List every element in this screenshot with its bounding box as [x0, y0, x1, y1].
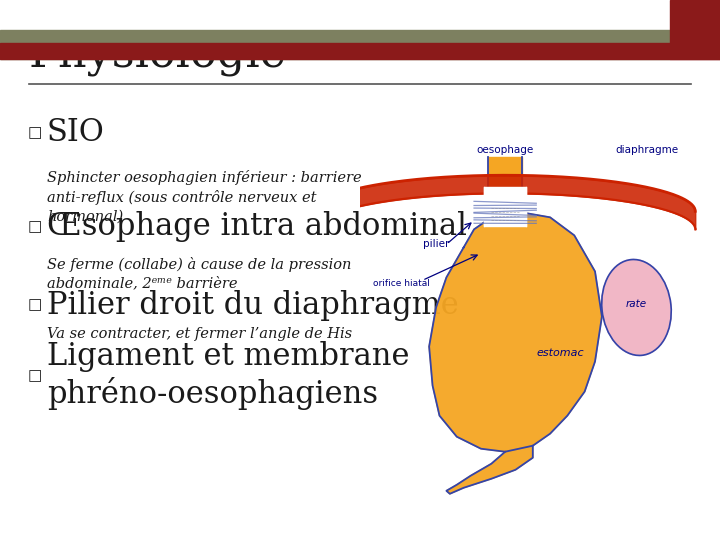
Polygon shape	[446, 446, 533, 494]
Text: oesophage: oesophage	[477, 145, 534, 154]
Text: Physiologie: Physiologie	[29, 32, 287, 76]
Text: estomac: estomac	[536, 348, 584, 357]
Text: □: □	[27, 298, 42, 313]
Text: rate: rate	[626, 300, 647, 309]
Text: □: □	[27, 125, 42, 140]
Text: □: □	[27, 219, 42, 234]
Ellipse shape	[602, 260, 671, 355]
Text: Sphincter oesophagien inférieur : barriere
anti-reflux (sous contrôle nerveux et: Sphincter oesophagien inférieur : barrie…	[47, 170, 361, 224]
Text: orifice hiatal: orifice hiatal	[373, 279, 430, 288]
Text: pilier: pilier	[423, 239, 449, 249]
Text: diaphragme: diaphragme	[616, 145, 678, 154]
Bar	[670, 0, 720, 59]
Polygon shape	[429, 211, 602, 452]
Text: Pilier droit du diaphragme: Pilier droit du diaphragme	[47, 289, 459, 321]
Text: Ligament et membrane
phréno-oesophagiens: Ligament et membrane phréno-oesophagiens	[47, 341, 409, 410]
Text: □: □	[27, 368, 42, 383]
Text: Œsophage intra abdominal: Œsophage intra abdominal	[47, 211, 467, 242]
Bar	[0, 30, 670, 59]
Text: Va se contracter, et fermer l’angle de His: Va se contracter, et fermer l’angle de H…	[47, 327, 352, 341]
Text: SIO: SIO	[47, 117, 104, 148]
Bar	[0, 43, 720, 59]
Text: Se ferme (collabe) à cause de la pression
abdominale, 2ᵉᵐᵉ barrière: Se ferme (collabe) à cause de la pressio…	[47, 256, 351, 290]
